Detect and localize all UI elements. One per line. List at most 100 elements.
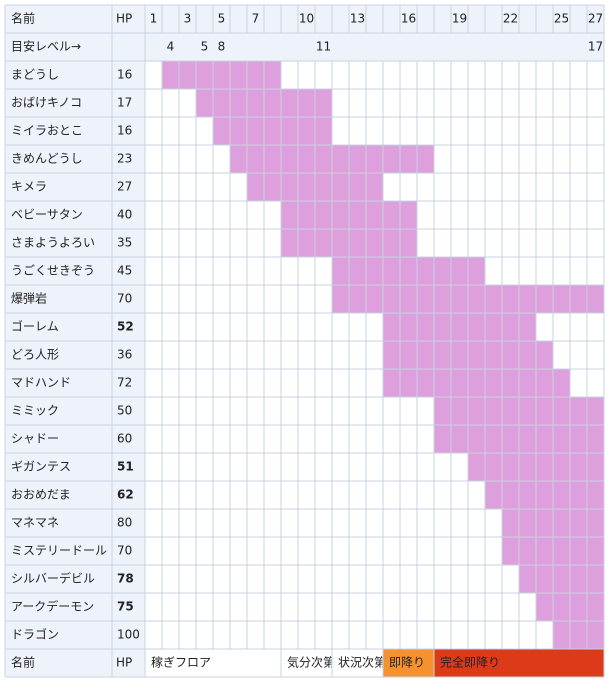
floor-label: 13 bbox=[350, 12, 365, 26]
floor-range bbox=[213, 117, 332, 145]
floor-range bbox=[519, 565, 604, 593]
monster-hp: 51 bbox=[117, 460, 134, 474]
header-hp: HP bbox=[116, 12, 132, 26]
monster-hp: 50 bbox=[117, 404, 132, 418]
label-bg bbox=[5, 397, 145, 425]
monster-hp: 52 bbox=[117, 320, 134, 334]
label-bg bbox=[5, 341, 145, 369]
floor-label: 7 bbox=[252, 12, 260, 26]
monster-hp: 40 bbox=[117, 208, 132, 222]
floor-label: 1 bbox=[150, 12, 158, 26]
monster-name: ミステリードール bbox=[11, 544, 107, 558]
monster-name: うごくせきぞう bbox=[11, 263, 95, 278]
label-bg bbox=[5, 509, 145, 537]
floor-label: 16 bbox=[401, 12, 416, 26]
floor-range bbox=[162, 61, 281, 89]
label-bg bbox=[5, 313, 145, 341]
floor-label: 25 bbox=[554, 12, 569, 26]
header-name: 名前 bbox=[11, 11, 35, 26]
monster-name: ミミック bbox=[11, 404, 59, 418]
label-bg bbox=[5, 285, 145, 313]
floor-range bbox=[383, 369, 570, 397]
legend-label: 気分次第 bbox=[287, 655, 335, 670]
label-bg bbox=[5, 257, 145, 285]
legend-label: 稼ぎフロア bbox=[151, 655, 211, 670]
monster-hp: 45 bbox=[117, 264, 132, 278]
floor-label: 27 bbox=[588, 12, 603, 26]
legend-label: 完全即降り bbox=[440, 655, 500, 670]
header-bg bbox=[5, 5, 604, 33]
label-bg bbox=[5, 593, 145, 621]
monster-name: ドラゴン bbox=[11, 627, 59, 642]
monster-hp: 35 bbox=[117, 236, 132, 250]
monster-hp: 16 bbox=[117, 124, 132, 138]
floor-range bbox=[383, 313, 536, 341]
monster-hp: 100 bbox=[117, 628, 140, 642]
monster-hp: 36 bbox=[117, 348, 132, 362]
level-value: 17 bbox=[588, 40, 603, 54]
monster-name: キメラ bbox=[11, 180, 47, 194]
floor-range bbox=[553, 621, 604, 649]
monster-name: さまようよろい bbox=[11, 236, 95, 250]
label-bg bbox=[5, 117, 145, 145]
monster-name: マドハンド bbox=[11, 376, 71, 390]
monster-hp: 27 bbox=[117, 180, 132, 194]
label-bg bbox=[5, 453, 145, 481]
monster-hp: 16 bbox=[117, 68, 132, 82]
monster-name: おおめだま bbox=[11, 488, 71, 502]
label-bg bbox=[5, 621, 145, 649]
monster-name: どろ人形 bbox=[11, 348, 59, 362]
monster-name: ミイラおとこ bbox=[11, 124, 83, 138]
label-bg bbox=[5, 61, 145, 89]
level-value: 8 bbox=[218, 40, 226, 54]
floor-range bbox=[485, 481, 604, 509]
monster-name: ギガンテス bbox=[11, 460, 71, 474]
level-value: 5 bbox=[201, 40, 209, 54]
label-bg bbox=[5, 33, 145, 61]
label-bg bbox=[5, 565, 145, 593]
floor-label: 10 bbox=[299, 12, 314, 26]
level-label: 目安レベル→ bbox=[11, 39, 81, 54]
monster-hp: 70 bbox=[117, 292, 132, 306]
monster-name: きめんどうし bbox=[11, 152, 83, 166]
monster-hp: 70 bbox=[117, 544, 132, 558]
monster-name: おばけキノコ bbox=[11, 96, 82, 110]
label-bg bbox=[5, 481, 145, 509]
floor-range bbox=[332, 257, 485, 285]
monster-name: ゴーレム bbox=[11, 319, 59, 334]
monster-name: まどうし bbox=[11, 68, 59, 82]
monster-name: 爆弾岩 bbox=[11, 291, 47, 306]
monster-hp: 60 bbox=[117, 432, 132, 446]
label-bg bbox=[5, 173, 145, 201]
monster-name: シルバーデビル bbox=[11, 571, 95, 586]
footer-hp: HP bbox=[116, 656, 132, 670]
monster-hp: 80 bbox=[117, 516, 132, 530]
label-bg bbox=[5, 89, 145, 117]
monster-name: シャドー bbox=[11, 432, 59, 446]
floor-label: 5 bbox=[218, 12, 226, 26]
floor-label: 22 bbox=[503, 12, 518, 26]
floor-label: 3 bbox=[184, 12, 192, 26]
legend-cell bbox=[382, 648, 435, 678]
legend-label: 即降り bbox=[389, 656, 425, 670]
monster-hp: 72 bbox=[117, 376, 132, 390]
label-bg bbox=[5, 201, 145, 229]
label-bg bbox=[5, 537, 145, 565]
label-bg bbox=[5, 649, 145, 677]
footer-name: 名前 bbox=[11, 655, 35, 670]
label-bg bbox=[5, 425, 145, 453]
level-bg bbox=[145, 33, 604, 61]
monster-hp: 17 bbox=[117, 96, 132, 110]
legend-label: 状況次第 bbox=[338, 655, 386, 670]
label-bg bbox=[5, 145, 145, 173]
monster-name: ベビーサタン bbox=[11, 208, 83, 222]
label-bg bbox=[5, 369, 145, 397]
monster-name: アークデーモン bbox=[11, 599, 94, 614]
monster-name: マネマネ bbox=[11, 516, 59, 530]
monster-hp: 62 bbox=[117, 488, 134, 502]
floor-label: 19 bbox=[452, 12, 467, 26]
monster-hp: 78 bbox=[117, 572, 134, 586]
level-value: 4 bbox=[167, 40, 175, 54]
label-bg bbox=[5, 229, 145, 257]
